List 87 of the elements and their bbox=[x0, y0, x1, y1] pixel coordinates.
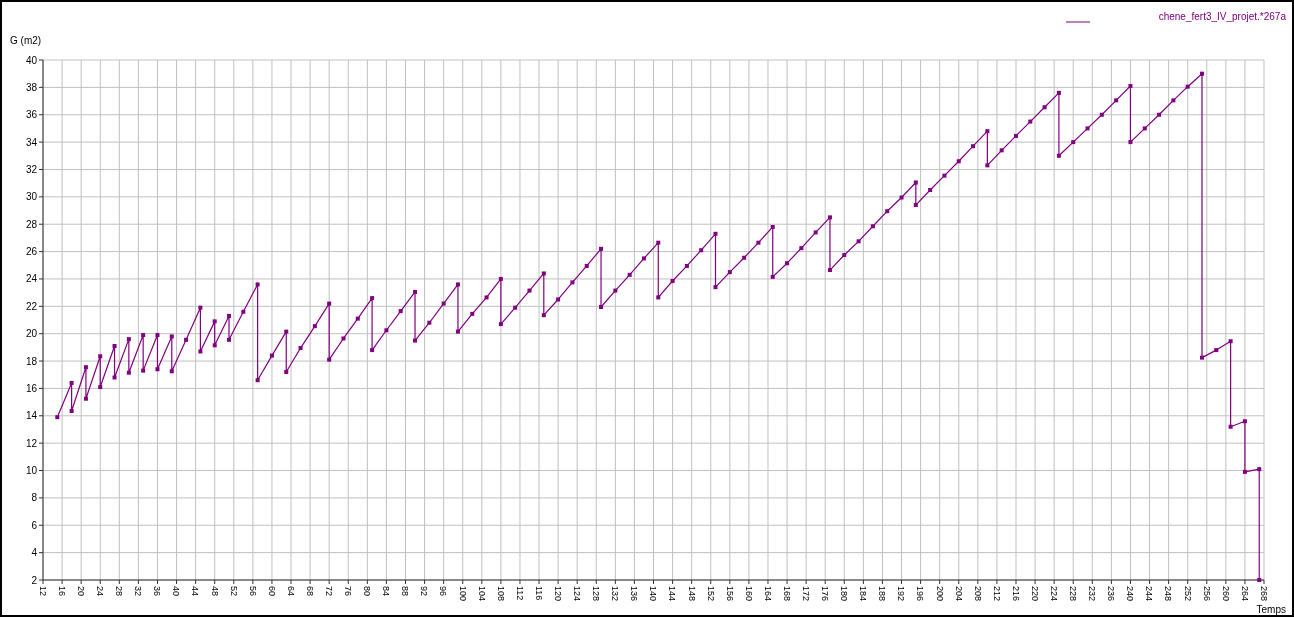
x-tick-label: 84 bbox=[381, 586, 392, 597]
x-tick-label: 208 bbox=[972, 586, 983, 602]
x-tick-label: 44 bbox=[190, 586, 201, 597]
x-tick-label: 124 bbox=[572, 586, 583, 602]
x-tick-label: 116 bbox=[533, 586, 544, 601]
x-tick-label: 92 bbox=[419, 586, 430, 597]
x-tick-label: 36 bbox=[152, 586, 163, 597]
x-tick-label: 80 bbox=[362, 586, 373, 597]
y-tick-label: 24 bbox=[25, 273, 38, 285]
x-tick-label: 176 bbox=[820, 586, 831, 602]
y-tick-label: 38 bbox=[25, 81, 38, 93]
x-tick-label: 252 bbox=[1182, 586, 1193, 602]
x-tick-label: 192 bbox=[896, 586, 907, 602]
x-tick-label: 140 bbox=[648, 586, 659, 602]
y-tick-label: 16 bbox=[25, 382, 38, 394]
x-tick-label: 68 bbox=[304, 586, 315, 597]
x-tick-label: 204 bbox=[953, 586, 964, 602]
x-tick-label: 152 bbox=[705, 586, 716, 602]
x-tick-label: 168 bbox=[781, 586, 792, 602]
x-tick-label: 104 bbox=[476, 586, 487, 602]
x-tick-label: 228 bbox=[1068, 586, 1079, 602]
x-tick-label: 88 bbox=[400, 586, 411, 597]
x-tick-label: 188 bbox=[877, 586, 888, 602]
x-tick-label: 76 bbox=[343, 586, 354, 597]
y-tick-label: 32 bbox=[25, 163, 38, 175]
y-tick-label: 6 bbox=[31, 519, 38, 531]
x-tick-label: 236 bbox=[1106, 586, 1117, 602]
y-tick-label: 36 bbox=[25, 109, 38, 121]
x-tick-label: 28 bbox=[114, 586, 125, 597]
x-tick-label: 96 bbox=[438, 586, 449, 597]
x-tick-label: 132 bbox=[610, 586, 621, 602]
y-tick-label: 8 bbox=[31, 492, 38, 504]
x-tick-label: 108 bbox=[495, 586, 506, 602]
text: chene_fert3_IV_projet.*267a bbox=[1158, 11, 1287, 22]
y-tick-label: 20 bbox=[25, 328, 38, 340]
x-tick-label: 200 bbox=[934, 586, 945, 602]
y-tick-label: 34 bbox=[25, 136, 38, 148]
x-tick-label: 24 bbox=[95, 586, 106, 597]
y-tick-label: 14 bbox=[25, 410, 38, 422]
y-tick-label: 4 bbox=[31, 547, 38, 559]
x-tick-label: 240 bbox=[1125, 586, 1136, 602]
x-tick-label: 232 bbox=[1087, 586, 1098, 602]
x-tick-label: 20 bbox=[76, 586, 87, 597]
x-tick-label: 100 bbox=[457, 586, 468, 602]
x-tick-label: 52 bbox=[228, 586, 239, 597]
x-tick-label: 60 bbox=[266, 586, 277, 597]
x-tick-label: 244 bbox=[1144, 586, 1155, 602]
x-tick-label: 248 bbox=[1163, 586, 1174, 602]
x-tick-label: 156 bbox=[724, 586, 735, 602]
y-tick-label: 22 bbox=[25, 300, 38, 312]
x-tick-label: 256 bbox=[1201, 586, 1212, 602]
x-tick-label: 264 bbox=[1239, 586, 1250, 602]
y-tick-label: 30 bbox=[25, 191, 38, 203]
y-tick-label: 26 bbox=[25, 246, 38, 258]
x-tick-label: 40 bbox=[171, 586, 182, 597]
x-axis-title: Temps bbox=[1256, 604, 1286, 615]
x-tick-label: 212 bbox=[991, 586, 1002, 602]
x-tick-label: 224 bbox=[1048, 586, 1059, 602]
y-tick-label: 28 bbox=[25, 218, 38, 230]
x-tick-label: 148 bbox=[686, 586, 697, 602]
x-tick-label: 64 bbox=[285, 586, 296, 597]
x-tick-label: 220 bbox=[1029, 586, 1040, 602]
y-tick-label: 2 bbox=[31, 574, 38, 586]
y-axis-title: G (m2) bbox=[10, 35, 42, 46]
x-tick-label: 72 bbox=[324, 586, 335, 597]
x-tick-label: 32 bbox=[133, 586, 144, 597]
y-tick-label: 12 bbox=[25, 437, 38, 449]
x-tick-label: 144 bbox=[667, 586, 678, 602]
x-tick-label: 112 bbox=[514, 586, 525, 601]
y-tick-label: 18 bbox=[25, 355, 38, 367]
x-tick-label: 172 bbox=[800, 586, 811, 602]
x-tick-label: 160 bbox=[743, 586, 754, 602]
x-tick-label: 16 bbox=[56, 586, 67, 597]
x-tick-label: 260 bbox=[1220, 586, 1231, 602]
x-tick-label: 128 bbox=[591, 586, 602, 602]
y-tick-label: 40 bbox=[25, 54, 38, 66]
x-tick-label: 216 bbox=[1010, 586, 1021, 602]
y-tick-label: 10 bbox=[25, 465, 38, 477]
x-tick-label: 164 bbox=[762, 586, 773, 602]
x-tick-label: 136 bbox=[629, 586, 640, 602]
x-tick-label: 196 bbox=[915, 586, 926, 602]
x-tick-label: 180 bbox=[839, 586, 850, 602]
x-tick-label: 48 bbox=[209, 586, 220, 597]
x-tick-label: 120 bbox=[552, 586, 563, 602]
x-tick-label: 56 bbox=[247, 586, 258, 597]
x-tick-label: 268 bbox=[1258, 586, 1269, 602]
x-tick-label: 184 bbox=[858, 586, 869, 602]
